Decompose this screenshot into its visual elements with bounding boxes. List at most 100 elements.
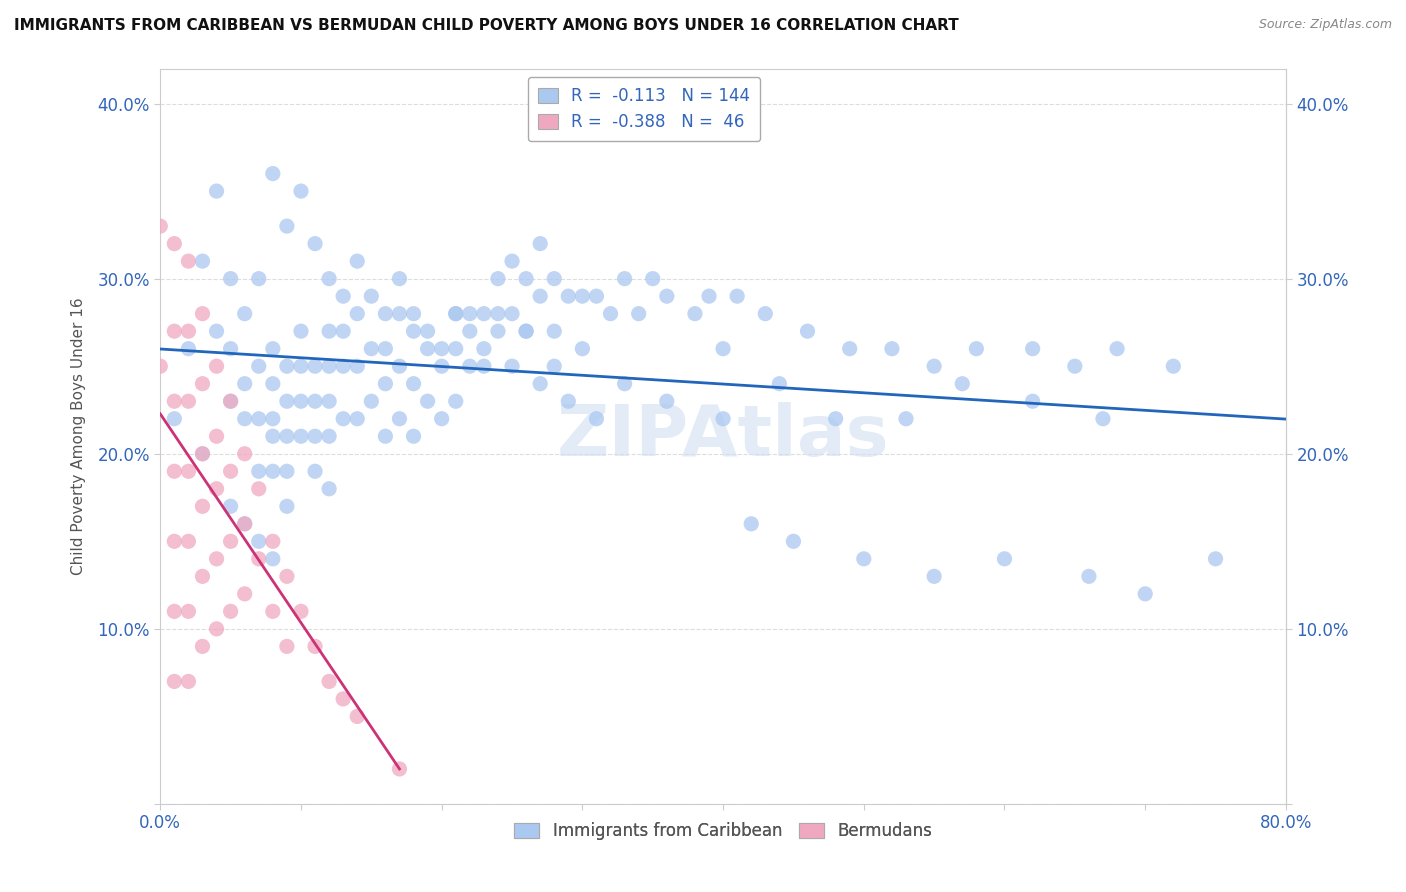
Point <box>276 219 298 233</box>
Point <box>177 674 200 689</box>
Point <box>725 289 748 303</box>
Point <box>247 271 270 285</box>
Point <box>486 307 509 321</box>
Point <box>205 482 228 496</box>
Point <box>402 324 425 338</box>
Point <box>922 569 945 583</box>
Point <box>276 464 298 478</box>
Point <box>163 394 186 409</box>
Point <box>163 604 186 618</box>
Point <box>191 376 214 391</box>
Point <box>205 184 228 198</box>
Point <box>219 604 242 618</box>
Point <box>655 394 678 409</box>
Point <box>711 342 734 356</box>
Legend: Immigrants from Caribbean, Bermudans: Immigrants from Caribbean, Bermudans <box>508 816 939 847</box>
Point <box>318 324 340 338</box>
Point <box>416 342 439 356</box>
Point <box>262 376 284 391</box>
Point <box>318 482 340 496</box>
Point <box>205 429 228 443</box>
Point <box>796 324 818 338</box>
Text: ZIPAtlas: ZIPAtlas <box>557 401 890 471</box>
Point <box>950 376 973 391</box>
Point <box>782 534 804 549</box>
Point <box>374 376 396 391</box>
Point <box>205 622 228 636</box>
Point <box>290 324 312 338</box>
Point <box>515 324 537 338</box>
Point <box>571 289 593 303</box>
Point <box>430 359 453 374</box>
Point <box>276 359 298 374</box>
Point <box>1135 587 1157 601</box>
Point <box>641 271 664 285</box>
Point <box>402 376 425 391</box>
Point <box>177 254 200 268</box>
Point <box>304 236 326 251</box>
Point <box>388 411 411 425</box>
Point <box>332 692 354 706</box>
Point <box>247 359 270 374</box>
Point <box>262 411 284 425</box>
Point <box>205 324 228 338</box>
Point <box>177 324 200 338</box>
Point <box>290 394 312 409</box>
Point <box>585 289 607 303</box>
Point <box>233 411 256 425</box>
Point <box>444 307 467 321</box>
Point <box>149 359 172 374</box>
Point <box>163 411 186 425</box>
Point <box>219 534 242 549</box>
Point <box>444 342 467 356</box>
Point <box>219 500 242 514</box>
Point <box>501 307 523 321</box>
Point <box>543 271 565 285</box>
Point <box>416 324 439 338</box>
Point <box>613 376 636 391</box>
Point <box>444 307 467 321</box>
Point <box>486 324 509 338</box>
Point <box>318 359 340 374</box>
Point <box>529 236 551 251</box>
Point <box>262 604 284 618</box>
Point <box>1205 551 1227 566</box>
Point <box>262 429 284 443</box>
Point <box>416 394 439 409</box>
Point <box>276 640 298 654</box>
Point <box>276 569 298 583</box>
Point <box>655 289 678 303</box>
Point <box>332 359 354 374</box>
Point <box>290 604 312 618</box>
Point <box>1091 411 1114 425</box>
Point <box>402 307 425 321</box>
Point <box>149 219 172 233</box>
Point <box>557 394 579 409</box>
Point <box>697 289 720 303</box>
Point <box>740 516 762 531</box>
Point <box>599 307 621 321</box>
Point <box>374 429 396 443</box>
Point <box>529 376 551 391</box>
Point <box>613 271 636 285</box>
Point <box>219 342 242 356</box>
Point <box>824 411 846 425</box>
Point <box>472 359 495 374</box>
Point <box>838 342 860 356</box>
Point <box>177 464 200 478</box>
Point <box>501 254 523 268</box>
Point <box>233 376 256 391</box>
Point <box>205 359 228 374</box>
Point <box>290 184 312 198</box>
Point <box>571 342 593 356</box>
Point <box>262 167 284 181</box>
Point <box>557 289 579 303</box>
Point <box>318 674 340 689</box>
Point <box>515 324 537 338</box>
Point <box>458 359 481 374</box>
Point <box>304 464 326 478</box>
Point <box>515 271 537 285</box>
Point <box>346 411 368 425</box>
Point <box>1077 569 1099 583</box>
Point <box>360 342 382 356</box>
